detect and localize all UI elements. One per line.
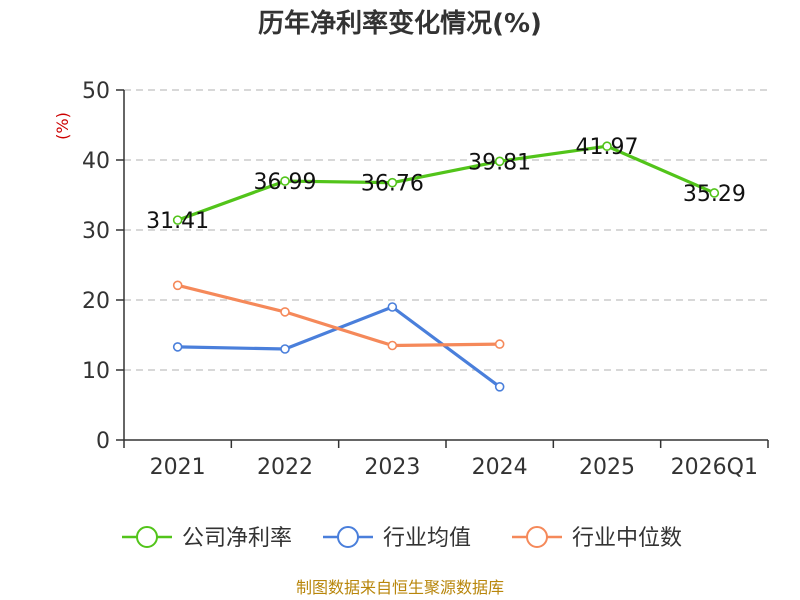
series-1-point-2024: [494, 381, 505, 392]
series-group: 31.41 36.99 36.76 39.81 41.97 35.29: [146, 135, 746, 392]
legend-marker-0: [136, 526, 158, 548]
axes: 0 10 20 30 40 50 2021 2022 2023 2024 2025 2026Q1: [82, 79, 769, 480]
series-1-point-2021: [172, 342, 183, 352]
series-0-point-2026Q1: [709, 188, 720, 198]
series-line-2: [177, 283, 500, 348]
series-0-point-2022: [280, 176, 290, 186]
x-tick-label-2026Q1: 2026Q1: [671, 455, 758, 480]
series-2-point-2024: [494, 339, 505, 349]
legend-label-1: 行业均值: [383, 526, 471, 551]
chart-title: 历年净利率变化情况(%): [258, 8, 542, 39]
legend-label-0: 公司净利率: [182, 526, 292, 551]
data-label-2025: 41.97: [576, 135, 639, 160]
series-2-point-2022: [280, 307, 290, 317]
x-tick-label-2023: 2023: [364, 455, 420, 480]
series-0-point-2023: [387, 177, 398, 188]
data-label-2023: 36.76: [361, 172, 424, 197]
legend-marker-2: [526, 526, 548, 548]
series-2-point-2023: [387, 340, 398, 351]
grid-lines: [124, 89, 768, 371]
y-tick-label-50: 50: [82, 79, 110, 104]
source-note: 制图数据来自恒生聚源数据库: [296, 578, 504, 597]
series-1-point-2022: [280, 344, 290, 354]
series-line-1: [177, 305, 501, 389]
legend: 公司净利率 行业均值 行业中位数: [122, 526, 682, 551]
x-tick-label-2022: 2022: [257, 455, 313, 480]
y-tick-label-40: 40: [82, 149, 110, 174]
data-label-2026Q1: 35.29: [683, 182, 746, 207]
y-tick-label-0: 0: [96, 429, 110, 454]
x-tick-label-2025: 2025: [579, 455, 635, 480]
data-label-2022: 36.99: [254, 170, 317, 195]
x-tick-label-2024: 2024: [472, 455, 528, 480]
y-tick-label-30: 30: [82, 219, 110, 244]
series-0-point-2024: [494, 156, 505, 167]
series-2-point-2021: [172, 280, 183, 291]
y-axis-label: (%): [53, 112, 72, 140]
series-0-point-2021: [172, 215, 183, 225]
series-line-0: [177, 144, 715, 222]
y-tick-label-10: 10: [82, 359, 110, 384]
series-0-point-2025: [602, 141, 612, 152]
legend-label-2: 行业中位数: [572, 526, 682, 551]
y-tick-label-20: 20: [82, 289, 110, 314]
legend-marker-1: [337, 526, 359, 548]
data-label-2021: 31.41: [146, 209, 209, 234]
series-1-point-2023: [387, 302, 398, 312]
data-label-2024: 39.81: [468, 150, 531, 175]
x-tick-label-2021: 2021: [150, 455, 206, 480]
